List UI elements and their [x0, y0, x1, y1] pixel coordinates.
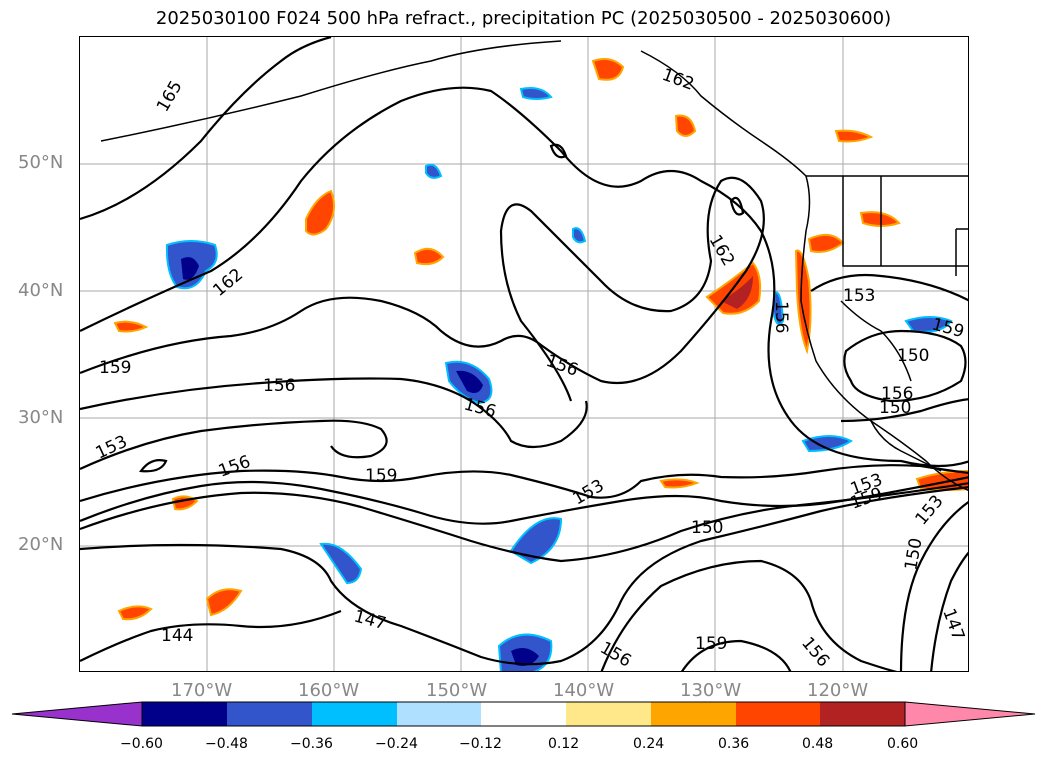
contour-label: 159: [695, 634, 727, 654]
contour-label: 165: [153, 77, 187, 115]
contour-label: 147: [352, 607, 389, 635]
colorbar-segment: [227, 702, 312, 726]
map-title: 2025030100 F024 500 hPa refract., precip…: [155, 8, 892, 29]
precip-positive-blob: [205, 588, 243, 617]
contour-label: 156: [597, 638, 635, 672]
contour-label: 150: [897, 346, 929, 366]
colorbar-segment: [397, 702, 481, 726]
contour-label: 156: [543, 351, 580, 381]
precip-positive-blob: [413, 247, 445, 266]
contour-label: 153: [843, 286, 875, 306]
colorbar-tick: 0.48: [802, 736, 834, 752]
colorbar-segment: [312, 702, 397, 726]
contour-label: 156: [881, 384, 913, 404]
precip-positive-blob: [834, 129, 874, 143]
contour-label: 159: [365, 466, 397, 486]
precip-negative-blob: [319, 542, 363, 585]
colorbar-frame: [141, 701, 906, 727]
lat-label-20n: 20°N: [18, 534, 64, 555]
map-panel: 165 162 162 159 156 153 156 159 156 156 …: [79, 36, 969, 672]
precip-negative-blob: [519, 87, 553, 100]
colorbar-segment: [651, 702, 736, 726]
lat-label-50n: 50°N: [18, 152, 64, 173]
contour-label: 147: [938, 606, 968, 643]
colorbar-tick: −0.48: [205, 736, 248, 752]
colorbar-segment: [566, 702, 651, 726]
contour-label: 150: [901, 536, 926, 571]
precip-positive-blob: [113, 320, 149, 333]
precip-negative-blob: [572, 227, 587, 244]
colorbar-tick: 0.60: [887, 736, 919, 752]
precip-positive-blob: [674, 114, 697, 137]
precip-negative-blob: [771, 291, 785, 326]
contour-label: 156: [216, 452, 253, 482]
contour-labels: 165 162 162 159 156 153 156 159 156 156 …: [93, 65, 968, 672]
colorbar-tick: −0.60: [120, 736, 163, 752]
colorbar-tick: −0.36: [290, 736, 333, 752]
precip-negative-blob: [509, 517, 563, 565]
contour-label: 159: [99, 358, 131, 378]
contour-label: 162: [659, 65, 696, 95]
colorbar-tick: −0.12: [459, 736, 502, 752]
contour-label: 144: [161, 626, 193, 646]
colorbar-tick: 0.24: [633, 736, 665, 752]
colorbar-segment: [736, 702, 820, 726]
precip-positive-blob: [807, 233, 845, 253]
precip-negative-blob: [425, 163, 443, 179]
precip-negative-blob: [801, 435, 853, 453]
contour-label: 153: [912, 491, 948, 529]
lon-label-130w: 130°W: [680, 680, 742, 701]
contour-label: 156: [797, 633, 833, 671]
lon-label-160w: 160°W: [298, 680, 360, 701]
precip-negative-blob: [511, 647, 539, 666]
precip-positive-blob: [591, 58, 625, 81]
colorbar-extend-low: [11, 701, 143, 727]
map-canvas: 165 162 162 159 156 153 156 159 156 156 …: [80, 37, 968, 672]
colorbar-tick: 0.36: [718, 736, 750, 752]
precip-positive-blob: [659, 478, 700, 489]
colorbar-segment: [820, 702, 905, 726]
precip-positive-blob: [117, 605, 153, 621]
colorbar-tick: −0.24: [375, 736, 418, 752]
precip-negative-blob: [456, 370, 483, 393]
contour-label: 153: [93, 432, 131, 464]
colorbar-tick: 0.12: [548, 736, 580, 752]
colorbar-extend-high: [904, 701, 1036, 727]
contour-label: 150: [691, 518, 723, 538]
precip-positive-blob: [721, 276, 753, 309]
contour-label: 150: [879, 398, 911, 418]
lon-label-150w: 150°W: [426, 680, 488, 701]
precip-shading: [113, 58, 968, 671]
lon-label-170w: 170°W: [171, 680, 233, 701]
colorbar: [11, 701, 1036, 727]
colorbar-segment: [142, 702, 227, 726]
lon-label-120w: 120°W: [807, 680, 869, 701]
precip-positive-blob: [859, 211, 901, 227]
colorbar-segment: [481, 702, 566, 726]
precip-positive-blob: [305, 189, 336, 236]
contour-label: 159: [930, 315, 967, 343]
precip-negative-blob: [165, 240, 218, 290]
contour-label: 156: [771, 301, 791, 333]
lon-label-140w: 140°W: [553, 680, 615, 701]
contour-label: 162: [209, 265, 247, 301]
refractivity-contours: [80, 37, 968, 671]
coastlines: [100, 40, 968, 491]
contour-label: 156: [263, 376, 295, 396]
lat-label-30n: 30°N: [18, 407, 64, 428]
lat-label-40n: 40°N: [18, 280, 64, 301]
